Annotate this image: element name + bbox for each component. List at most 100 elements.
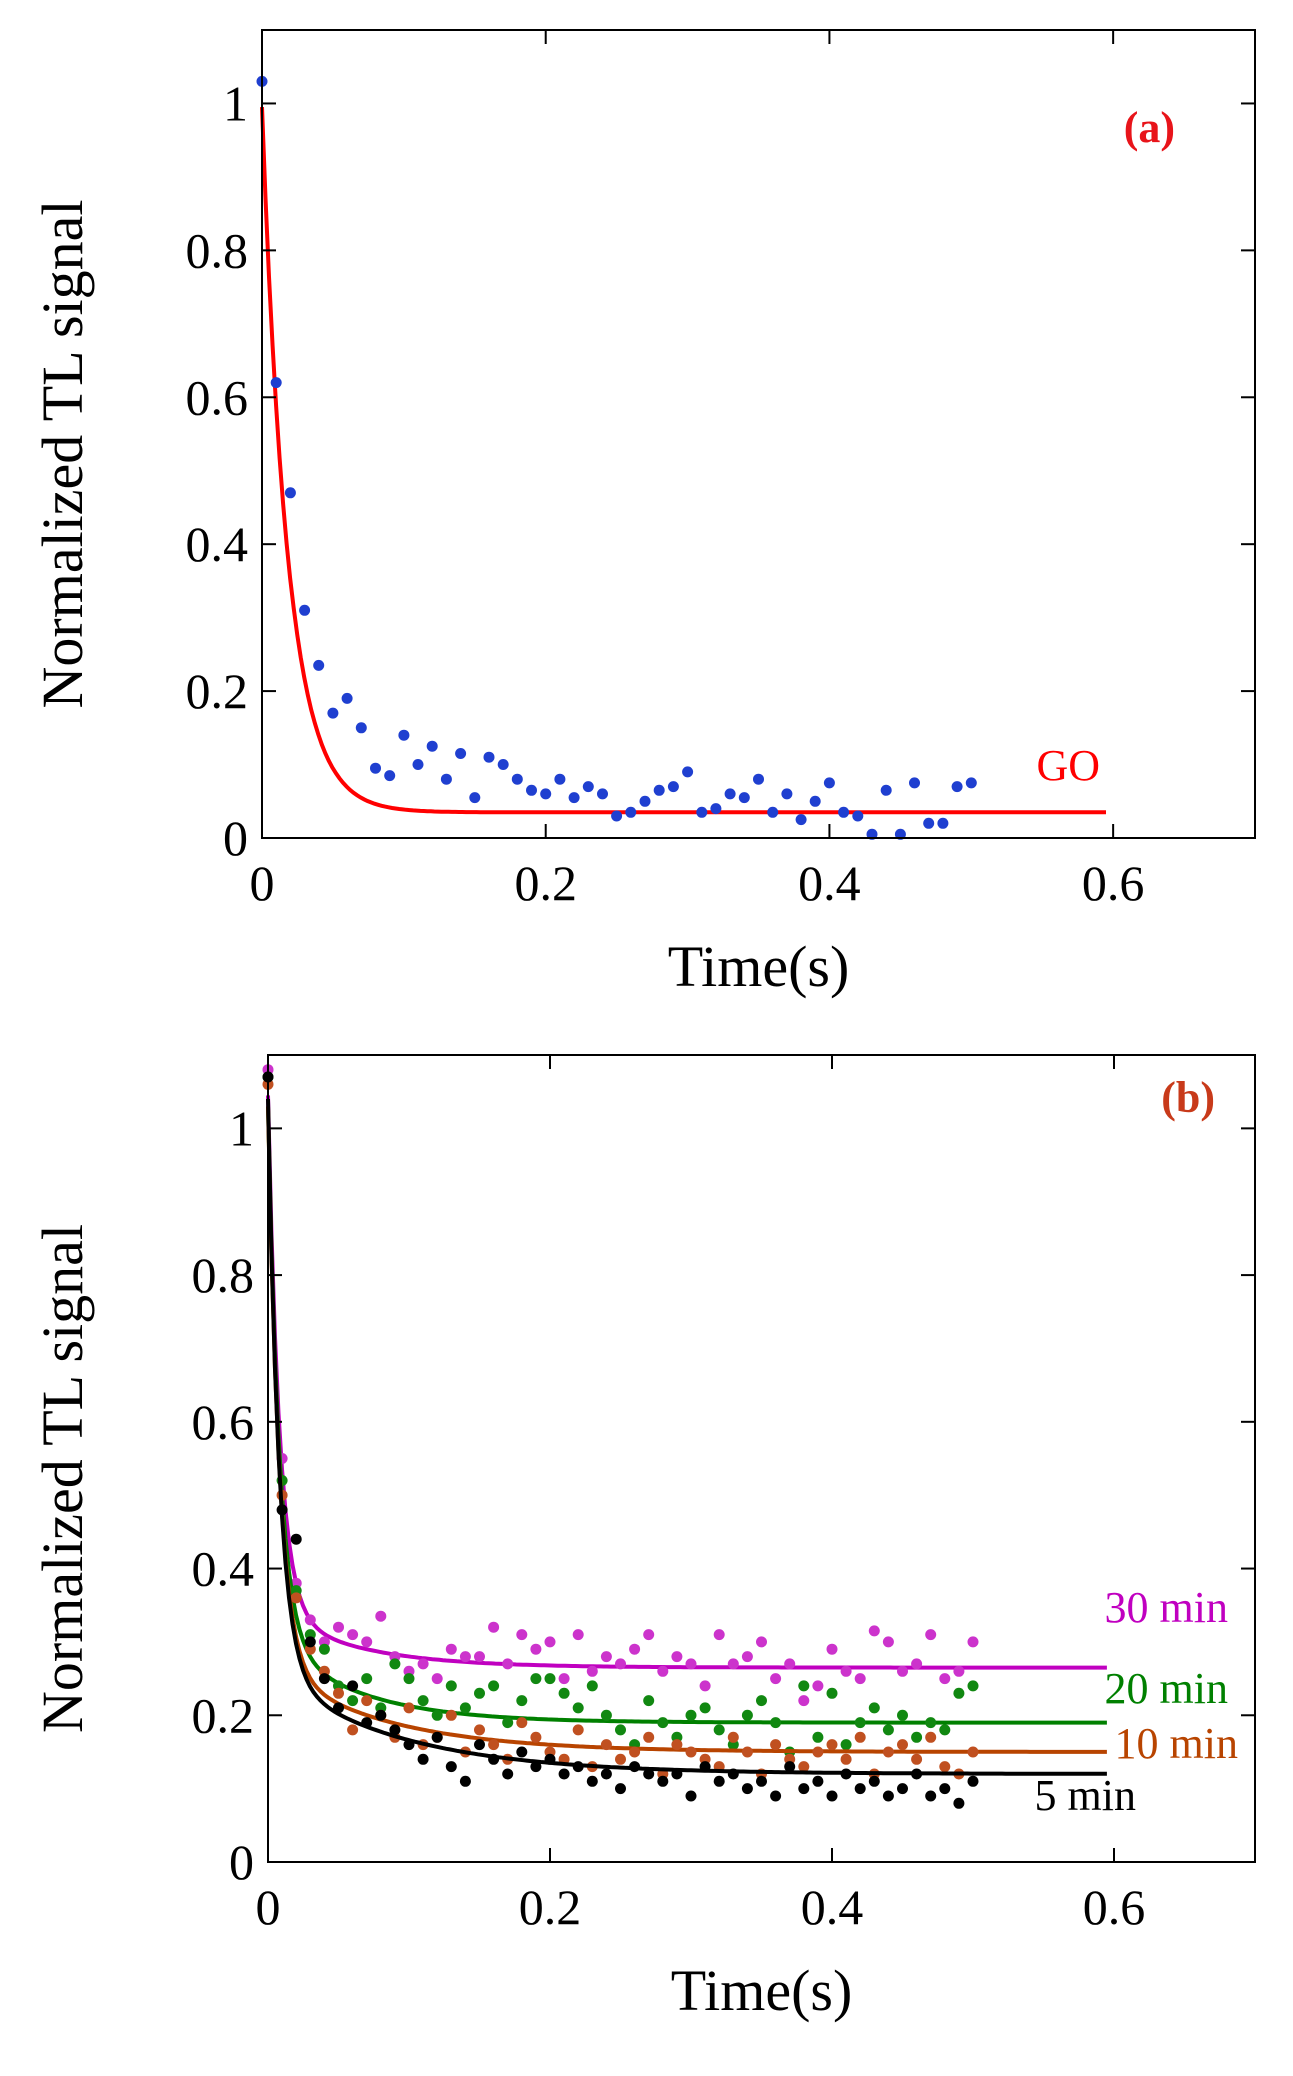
panel-b-data-point-20-min bbox=[854, 1717, 866, 1729]
panel-b-data-point-10-min bbox=[516, 1717, 528, 1729]
panel-b-data-point-5-min bbox=[488, 1753, 500, 1765]
panel-b-data-point-5-min bbox=[502, 1768, 514, 1780]
panel-b-data-point-5-min bbox=[445, 1761, 457, 1773]
panel-b-series-label-10-min: 10 min bbox=[1115, 1719, 1238, 1768]
panel-b-data-point-20-min bbox=[530, 1673, 542, 1685]
panel-b-data-point-5-min bbox=[333, 1702, 344, 1714]
panel-b-data-point-30-min bbox=[530, 1643, 542, 1655]
panel-a-y-tick-label: 0.4 bbox=[186, 516, 249, 572]
panel-a-data-point-go bbox=[809, 795, 821, 807]
panel-b-data-point-10-min bbox=[840, 1753, 852, 1765]
panel-a-data-point-go bbox=[384, 770, 396, 782]
panel-b-data-point-30-min bbox=[544, 1636, 556, 1648]
panel-a-data-point-go bbox=[341, 692, 353, 704]
panel-b-data-point-5-min bbox=[459, 1775, 471, 1787]
panel-b-data-point-20-min bbox=[488, 1680, 500, 1692]
panel-b-data-point-30-min bbox=[953, 1665, 965, 1677]
panel-b-data-point-5-min bbox=[629, 1761, 641, 1773]
panel-b: 0 0.2 0.4 0.6 0 0.2 0.4 0.6 0.8 1 Time(s) Normali… bbox=[30, 1054, 1256, 2023]
panel-b-data-point-20-min bbox=[685, 1709, 697, 1721]
panel-b-data-point-20-min bbox=[431, 1709, 443, 1721]
panel-b-data-point-20-min bbox=[953, 1687, 965, 1699]
panel-b-data-point-10-min bbox=[727, 1731, 739, 1743]
panel-b-data-point-5-min bbox=[600, 1768, 612, 1780]
panel-b-data-point-30-min bbox=[558, 1673, 570, 1685]
panel-a-data-point-go bbox=[667, 781, 679, 793]
panel-a-data-point-go bbox=[355, 722, 367, 734]
panel-a-data-point-go bbox=[440, 773, 452, 785]
panel-b-data-point-20-min bbox=[756, 1695, 767, 1707]
panel-a-data-point-go bbox=[270, 377, 282, 389]
panel-a-data-point-go bbox=[738, 792, 750, 804]
panel-b-fit-curve-30-min bbox=[266, 1095, 1107, 1670]
panel-b-data-point-20-min bbox=[403, 1673, 415, 1685]
panel-a-data-point-go bbox=[852, 810, 864, 822]
panel-b-data-point-20-min bbox=[572, 1702, 584, 1714]
panel-a: 0 0.2 0.4 0.6 0 0.2 0.4 0.6 0.8 1 Time(s) Normali… bbox=[30, 29, 1256, 999]
panel-b-ticks: 0 0.2 0.4 0.6 0 0.2 0.4 0.6 0.8 1 bbox=[192, 1055, 1255, 1935]
panel-b-data-point-5-min bbox=[586, 1775, 598, 1787]
panel-a-data-point-go bbox=[923, 817, 935, 829]
panel-a-series-labels: GO bbox=[1036, 741, 1100, 790]
panel-a-data-point-go bbox=[795, 814, 807, 826]
panel-b-data-point-10-min bbox=[403, 1702, 415, 1714]
panel-a-data-point-go bbox=[682, 766, 694, 778]
panel-a-data-point-go bbox=[965, 777, 977, 789]
panel-b-series-label-5-min: 5 min bbox=[1035, 1771, 1136, 1820]
panel-b-data-point-30-min bbox=[643, 1629, 655, 1641]
panel-b-data-point-5-min bbox=[840, 1768, 852, 1780]
panel-a-series-label-go: GO bbox=[1036, 741, 1100, 790]
panel-a-marks bbox=[256, 75, 1106, 840]
panel-b-data-point-10-min bbox=[911, 1753, 923, 1765]
panel-b-data-point-10-min bbox=[629, 1746, 641, 1758]
panel-a-y-tick-label: 0 bbox=[223, 810, 248, 866]
panel-b-data-point-30-min bbox=[572, 1629, 584, 1641]
panel-b-data-point-10-min bbox=[290, 1592, 302, 1604]
panel-b-data-point-20-min bbox=[925, 1717, 937, 1729]
panel-b-data-point-20-min bbox=[840, 1739, 852, 1751]
panel-a-data-point-go bbox=[497, 759, 509, 770]
panel-b-data-point-20-min bbox=[544, 1673, 556, 1685]
panel-b-data-point-30-min bbox=[798, 1695, 810, 1707]
panel-b-data-point-20-min bbox=[586, 1680, 598, 1692]
panel-a-axes-frame bbox=[261, 29, 1256, 839]
panel-a-data-point-go bbox=[937, 817, 949, 829]
panel-b-x-tick-label: 0 bbox=[256, 1879, 281, 1935]
panel-b-data-point-20-min bbox=[657, 1717, 669, 1729]
panel-b-data-point-30-min bbox=[474, 1651, 485, 1663]
panel-b-data-point-5-min bbox=[685, 1790, 697, 1802]
panel-b-series-label-30-min: 30 min bbox=[1105, 1583, 1228, 1632]
panel-b-data-point-10-min bbox=[361, 1695, 373, 1707]
panel-b-data-point-30-min bbox=[685, 1658, 697, 1670]
panel-b-y-tick-label: 0.4 bbox=[192, 1541, 255, 1597]
panel-a-data-point-go bbox=[313, 659, 325, 671]
panel-b-data-point-20-min bbox=[882, 1724, 894, 1736]
panel-b-data-point-30-min bbox=[671, 1651, 683, 1663]
panel-b-data-point-30-min bbox=[727, 1658, 739, 1670]
panel-b-data-point-5-min bbox=[544, 1753, 556, 1765]
panel-b-data-point-10-min bbox=[572, 1724, 584, 1736]
panel-a-data-point-go bbox=[526, 784, 537, 796]
panel-a-data-point-go bbox=[327, 707, 339, 719]
panel-b-data-point-5-min bbox=[276, 1504, 288, 1516]
panel-a-data-point-go bbox=[611, 810, 623, 822]
panel-a-data-point-go bbox=[625, 806, 637, 818]
panel-b-data-point-5-min bbox=[615, 1783, 626, 1795]
panel-b-data-point-10-min bbox=[488, 1739, 500, 1751]
panel-b-data-point-30-min bbox=[967, 1636, 979, 1648]
panel-a-data-point-go bbox=[653, 784, 665, 796]
panel-b-data-point-10-min bbox=[939, 1761, 951, 1773]
panel-b-data-point-20-min bbox=[558, 1687, 570, 1699]
panel-a-y-axis-label: Normalized TL signal bbox=[30, 200, 95, 709]
panel-b-data-point-10-min bbox=[333, 1687, 344, 1699]
panel-b-y-tick-label: 0 bbox=[229, 1834, 254, 1890]
panel-b-data-point-30-min bbox=[615, 1658, 626, 1670]
panel-a-data-point-go bbox=[951, 781, 963, 793]
panel-b-data-point-5-min bbox=[290, 1533, 302, 1545]
panel-a-data-point-go bbox=[540, 788, 552, 800]
panel-b-data-point-30-min bbox=[333, 1621, 344, 1633]
panel-a-y-tick-label: 1 bbox=[223, 75, 248, 131]
panel-a-data-point-go bbox=[284, 487, 296, 499]
panel-b-y-tick-label: 1 bbox=[229, 1100, 254, 1156]
